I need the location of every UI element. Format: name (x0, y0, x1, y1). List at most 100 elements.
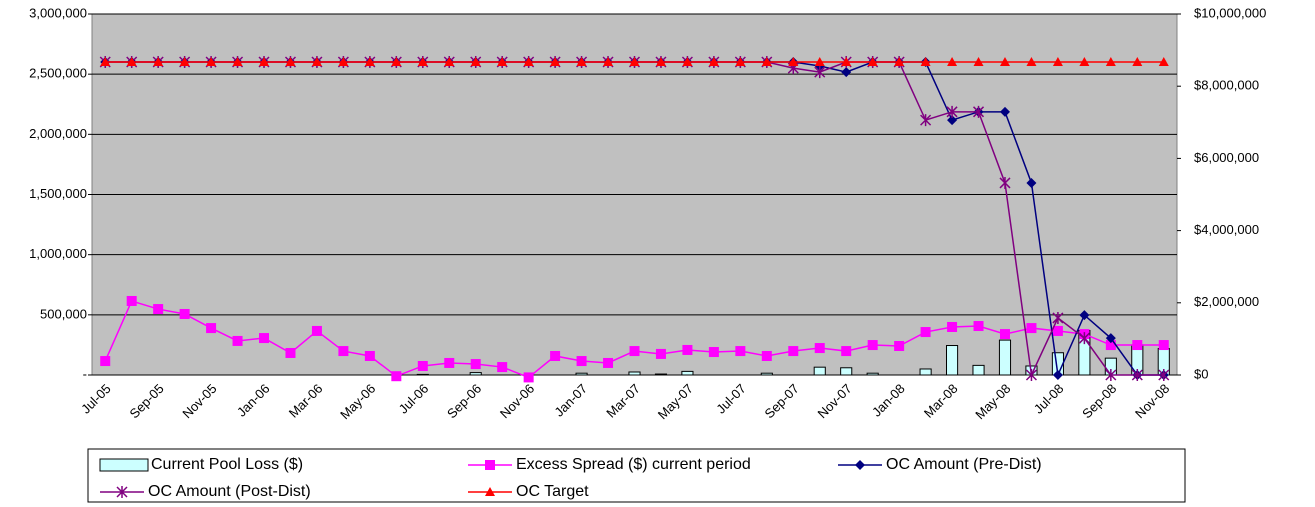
bar (946, 345, 959, 376)
point-marker (206, 323, 217, 334)
point-marker (391, 371, 402, 382)
point-marker (947, 115, 958, 126)
y2-tick-label: $8,000,000 (1194, 78, 1259, 93)
point-marker (417, 360, 428, 371)
bar (813, 366, 826, 376)
y-tick-label: 500,000 (40, 306, 87, 321)
point-marker (285, 57, 296, 67)
x-tick-label: Jan-08 (869, 381, 908, 420)
legend-marker (485, 487, 495, 496)
point-marker (947, 321, 958, 332)
point-marker (682, 344, 693, 355)
point-marker (708, 347, 719, 358)
point-marker (576, 57, 587, 67)
point-marker (761, 350, 772, 361)
y-tick-label: 2,000,000 (29, 126, 87, 141)
point-marker (920, 327, 931, 338)
point-marker (1026, 323, 1037, 334)
point-marker (311, 57, 322, 67)
point-marker (603, 357, 614, 368)
point-marker (576, 356, 587, 367)
x-tick-label: May-06 (337, 381, 378, 422)
point-marker (179, 57, 190, 67)
point-marker (232, 57, 243, 67)
point-marker (894, 340, 905, 351)
bar (866, 372, 879, 376)
point-marker (867, 340, 878, 351)
bar (628, 371, 641, 376)
point-marker (973, 321, 984, 332)
x-tick-label: Nov-06 (497, 381, 537, 421)
point-marker (1078, 332, 1090, 345)
bar (469, 372, 482, 376)
point-marker (126, 295, 137, 306)
x-tick-label: Jul-08 (1031, 381, 1067, 417)
x-tick-label: Nov-08 (1132, 381, 1172, 421)
x-tick-label: Jul-05 (78, 381, 114, 417)
point-marker (973, 57, 984, 67)
point-marker (867, 57, 878, 67)
y2-tick-label: $4,000,000 (1194, 222, 1259, 237)
legend-marker (116, 486, 128, 498)
point-marker (1026, 177, 1037, 188)
point-marker (735, 57, 746, 67)
point-marker (1105, 57, 1116, 67)
point-marker (285, 347, 296, 358)
point-marker (603, 57, 614, 67)
point-marker (153, 57, 164, 67)
point-marker (999, 329, 1010, 340)
point-marker (920, 114, 932, 127)
point-marker (364, 350, 375, 361)
point-marker (1132, 57, 1143, 67)
point-marker (999, 176, 1011, 189)
point-marker (444, 57, 455, 67)
x-tick-label: Jul-07 (713, 381, 749, 417)
legend-marker (855, 460, 865, 470)
point-marker (179, 308, 190, 319)
point-marker (550, 350, 561, 361)
point-marker (470, 57, 481, 67)
point-marker (708, 57, 719, 67)
point-marker (814, 66, 826, 79)
y-tick-label: 1,000,000 (29, 246, 87, 261)
x-tick-label: Sep-07 (762, 381, 802, 421)
y2-tick-label: $2,000,000 (1194, 294, 1259, 309)
y-tick-label: 3,000,000 (29, 5, 87, 20)
y2-tick-label: $10,000,000 (1194, 5, 1266, 20)
point-marker (232, 335, 243, 346)
point-marker (1052, 370, 1063, 380)
point-marker (470, 359, 481, 370)
point-marker (1105, 369, 1117, 381)
x-tick-label: Mar-06 (286, 381, 326, 421)
x-tick-label: Jul-06 (396, 381, 432, 417)
x-tick-label: Sep-05 (126, 381, 166, 421)
point-marker (1079, 57, 1090, 67)
point-marker (946, 105, 958, 118)
legend-label: OC Target (516, 483, 589, 500)
point-marker (259, 57, 270, 67)
point-marker (153, 304, 164, 315)
point-marker (629, 346, 640, 357)
x-tick-label: Nov-07 (815, 381, 855, 421)
point-marker (841, 346, 852, 357)
x-tick-label: Nov-05 (179, 381, 219, 421)
x-tick-label: May-07 (655, 381, 696, 422)
legend-swatch (99, 458, 149, 472)
point-marker (100, 57, 111, 67)
point-marker (497, 362, 508, 373)
point-marker (682, 57, 693, 67)
point-marker (1105, 333, 1116, 344)
point-marker (364, 57, 375, 67)
point-marker (999, 57, 1010, 67)
point-marker (1158, 369, 1170, 381)
point-marker (259, 333, 270, 344)
point-marker (735, 346, 746, 357)
point-marker (1026, 57, 1037, 67)
point-marker (999, 106, 1010, 117)
y-tick-label: 2,500,000 (29, 66, 87, 81)
point-marker (655, 57, 666, 67)
x-tick-label: Mar-07 (603, 381, 643, 421)
legend (87, 448, 1186, 503)
x-tick-label: May-08 (972, 381, 1013, 422)
